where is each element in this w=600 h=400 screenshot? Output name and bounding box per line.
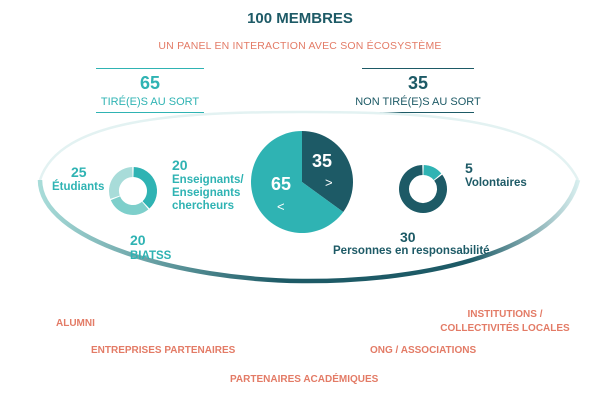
left-block-bottom-rule bbox=[96, 112, 204, 113]
left-donut-segment-2 bbox=[109, 167, 134, 199]
left-block-label: TIRÉ(E)S AU SORT bbox=[100, 96, 200, 108]
left-block-top-rule bbox=[96, 68, 204, 69]
left-block-value: 65 bbox=[139, 73, 161, 93]
ecosystem-institutions: INSTITUTIONS / COLLECTIVITÉS LOCALES bbox=[440, 309, 570, 334]
left-donut-segment-0 bbox=[133, 167, 157, 209]
right-block-bottom-rule bbox=[362, 112, 474, 113]
ecosystem-ellipse-bottom bbox=[37, 179, 581, 284]
right-donut-segment-0 bbox=[423, 165, 442, 181]
ecosystem-academiques: PARTENAIRES ACADÉMIQUES bbox=[230, 374, 379, 385]
etudiants-value: 25 bbox=[71, 164, 87, 180]
pie-slice-65 bbox=[251, 131, 344, 233]
volontaires-value: 5 bbox=[465, 160, 473, 176]
left-donut-segment-1 bbox=[110, 195, 149, 215]
ecosystem-entreprises: ENTREPRISES PARTENAIRES bbox=[91, 345, 236, 356]
page-title: 100 MEMBRES bbox=[247, 10, 353, 27]
ecosystem-ong: ONG / ASSOCIATIONS bbox=[370, 345, 477, 356]
etudiants-label: Étudiants bbox=[52, 181, 105, 193]
ecosystem-alumni: ALUMNI bbox=[56, 318, 95, 329]
ecosystem-ellipse-top bbox=[38, 110, 580, 181]
responsabilite-value: 30 bbox=[400, 229, 416, 245]
pie-slice-label-65: 65 bbox=[271, 174, 292, 194]
pie-slice-35 bbox=[302, 131, 354, 212]
right-block-label: NON TIRÉ(E)S AU SORT bbox=[355, 96, 481, 108]
biatss-value: 20 bbox=[130, 232, 146, 248]
biatss-label: BIATSS bbox=[130, 250, 172, 262]
enseignants-value: 20 bbox=[172, 157, 188, 173]
pie-slice-label-35: 35 bbox=[312, 151, 333, 171]
pie-marker-left: < bbox=[277, 199, 285, 214]
right-block-top-rule bbox=[362, 68, 474, 69]
volontaires-label: Volontaires bbox=[465, 177, 527, 189]
page-subtitle: UN PANEL EN INTERACTION AVEC SON ÉCOSYST… bbox=[158, 40, 442, 52]
responsabilite-label: Personnes en responsabilité bbox=[333, 245, 490, 257]
pie-marker-right: > bbox=[325, 175, 333, 190]
right-donut-segment-1 bbox=[399, 165, 447, 213]
right-block-value: 35 bbox=[407, 73, 429, 93]
enseignants-label: Enseignants/ Enseignants chercheurs bbox=[172, 174, 244, 212]
